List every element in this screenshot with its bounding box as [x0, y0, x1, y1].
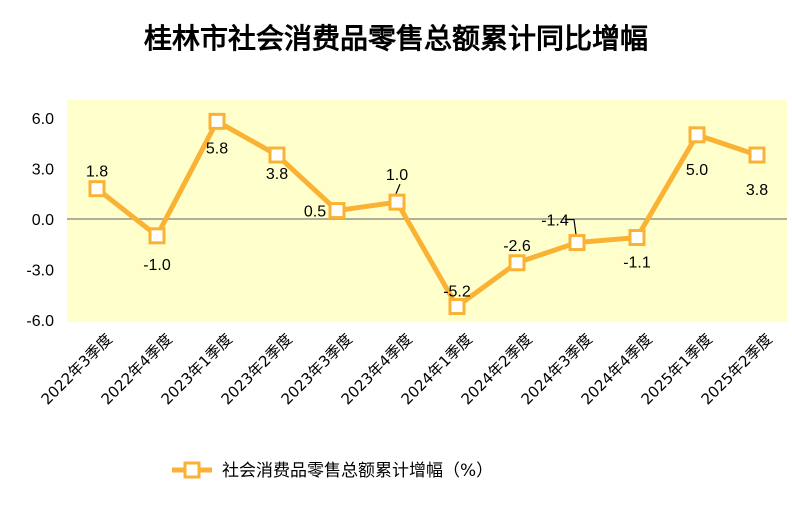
data-label: 1.8 [86, 164, 108, 181]
data-point-marker [208, 112, 226, 130]
data-label: -1.1 [623, 255, 651, 272]
data-point-marker [748, 146, 766, 164]
y-tick-label: -6.0 [26, 313, 54, 330]
y-tick-label: 6.0 [32, 111, 54, 128]
x-axis: 2022年3季度2022年4季度2023年1季度2023年2季度2023年3季度… [38, 330, 776, 408]
data-label: 0.5 [304, 204, 326, 221]
data-label: -1.4 [541, 213, 569, 230]
series-line [95, 118, 758, 310]
data-point-marker [388, 193, 406, 211]
data-point-marker [88, 180, 106, 198]
data-label: 1.0 [386, 167, 408, 184]
data-label: 3.8 [746, 182, 768, 199]
data-point-marker [328, 202, 346, 220]
legend: 社会消费品零售总额累计增幅（%） [172, 461, 493, 481]
data-point-marker [628, 229, 646, 247]
data-label: 5.8 [206, 140, 228, 157]
legend-label: 社会消费品零售总额累计增幅（%） [222, 461, 493, 481]
data-markers [88, 112, 766, 316]
data-point-marker [448, 298, 466, 316]
data-label: 5.0 [686, 162, 708, 179]
y-tick-label: 0.0 [32, 212, 54, 229]
data-point-marker [688, 126, 706, 144]
data-label: -2.6 [503, 238, 531, 255]
data-point-marker [268, 146, 286, 164]
y-tick-label: -3.0 [26, 263, 54, 280]
data-label: -1.0 [143, 257, 171, 274]
data-point-marker [508, 254, 526, 272]
data-point-marker [148, 227, 166, 245]
plot-area [67, 100, 787, 322]
label-leader-line [565, 218, 577, 235]
data-point-marker [568, 234, 586, 252]
chart-title: 桂林市社会消费品零售总额累计同比增幅 [144, 22, 648, 55]
y-tick-label: 3.0 [32, 162, 54, 179]
data-labels: 1.8 -1.0 5.8 3.8 0.5 1.0 -5.2 -2.6 -1.4 -1.1 5.0 3.… [86, 140, 768, 300]
data-label: 3.8 [266, 166, 288, 183]
legend-marker [183, 461, 201, 479]
data-label: -5.2 [443, 284, 471, 301]
y-axis: 6.0 3.0 0.0 -3.0 -6.0 [26, 111, 54, 330]
